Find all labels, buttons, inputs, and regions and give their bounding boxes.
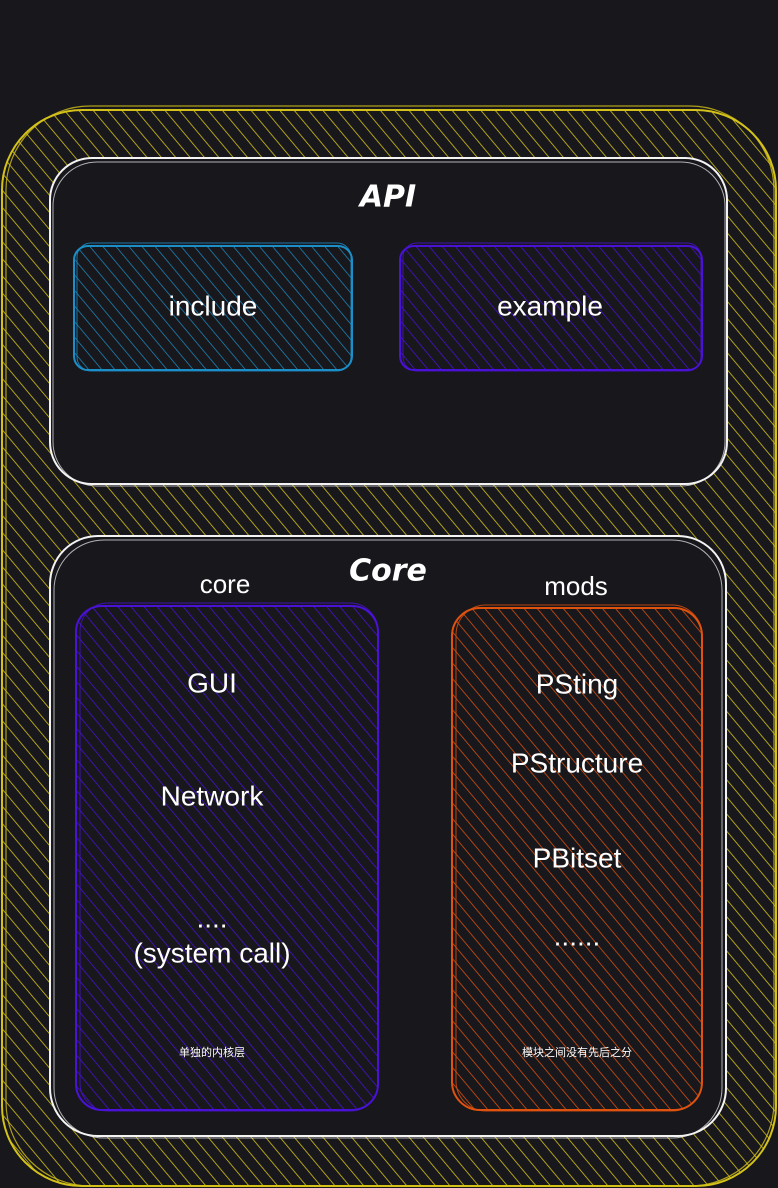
include-box (73, 242, 353, 372)
api-title: API (358, 180, 416, 215)
api-panel (49, 157, 728, 487)
mods-item-ellipsis: ...... (554, 920, 601, 951)
mods-item-pstructure: PStructure (511, 747, 643, 778)
mods-note: 模块之间没有先后之分 (522, 1045, 632, 1059)
core-item-system-call: (system call) (133, 937, 290, 968)
mods-box (451, 604, 703, 1112)
core-title: Core (349, 554, 427, 589)
mods-item-psting: PSting (536, 668, 619, 699)
example-box (399, 242, 703, 372)
core-item-network: Network (161, 780, 265, 811)
core-note: 单独的内核层 (179, 1045, 245, 1059)
mods-box-label: mods (544, 571, 608, 601)
example-label: example (497, 290, 603, 321)
core-box-label: core (200, 569, 251, 599)
core-item-ellipsis: .... (196, 902, 227, 933)
core-item-gui: GUI (187, 667, 237, 698)
mods-item-pbitset: PBitset (533, 842, 622, 873)
include-label: include (169, 290, 258, 321)
core-box (75, 602, 379, 1112)
